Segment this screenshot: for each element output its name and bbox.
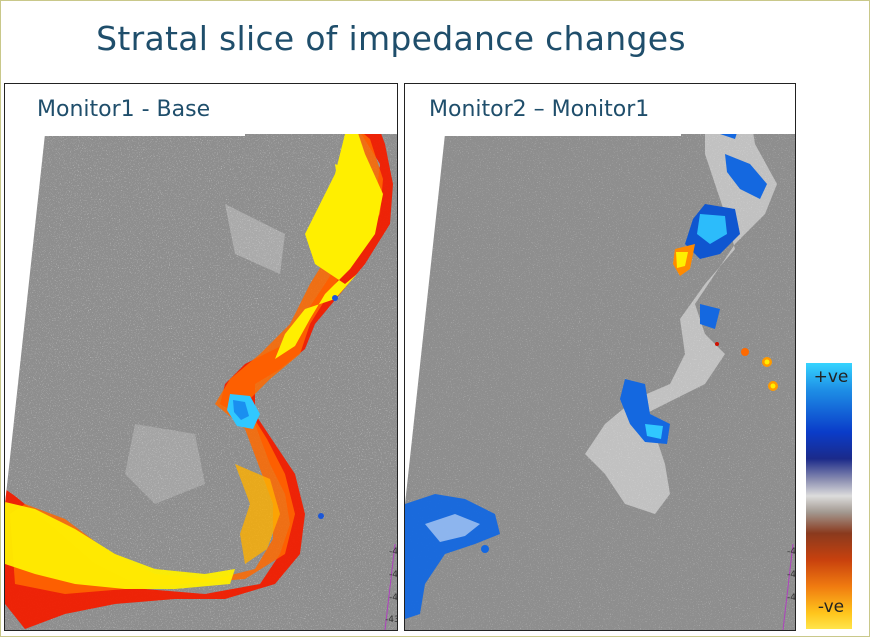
- panel-label-monitor2-monitor1: Monitor2 – Monitor1: [405, 84, 681, 136]
- colorbar: [806, 363, 852, 629]
- svg-text:-4: -4: [787, 547, 795, 557]
- svg-text:-41: -41: [389, 570, 397, 580]
- svg-text:-4: -4: [787, 593, 795, 603]
- panel-label-monitor1-base: Monitor1 - Base: [5, 84, 245, 136]
- colorbar-bottom-label: -ve: [817, 597, 845, 617]
- svg-text:-4: -4: [787, 570, 795, 580]
- colorbar-top-label: +ve: [813, 367, 849, 387]
- impedance-map-monitor1-base: -4 -41 -41 -43: [5, 84, 397, 630]
- svg-text:-41: -41: [389, 593, 397, 603]
- slide-title: Stratal slice of impedance changes: [96, 19, 686, 58]
- svg-text:-43: -43: [385, 615, 397, 625]
- impedance-map-monitor2-monitor1: -4 -4 -4: [405, 84, 795, 630]
- panel-monitor1-base: -4 -41 -41 -43 Monitor1 - Base: [4, 83, 398, 631]
- svg-text:-4: -4: [389, 547, 397, 557]
- panel-monitor2-monitor1: -4 -4 -4 Monitor2 – Monitor1: [404, 83, 796, 631]
